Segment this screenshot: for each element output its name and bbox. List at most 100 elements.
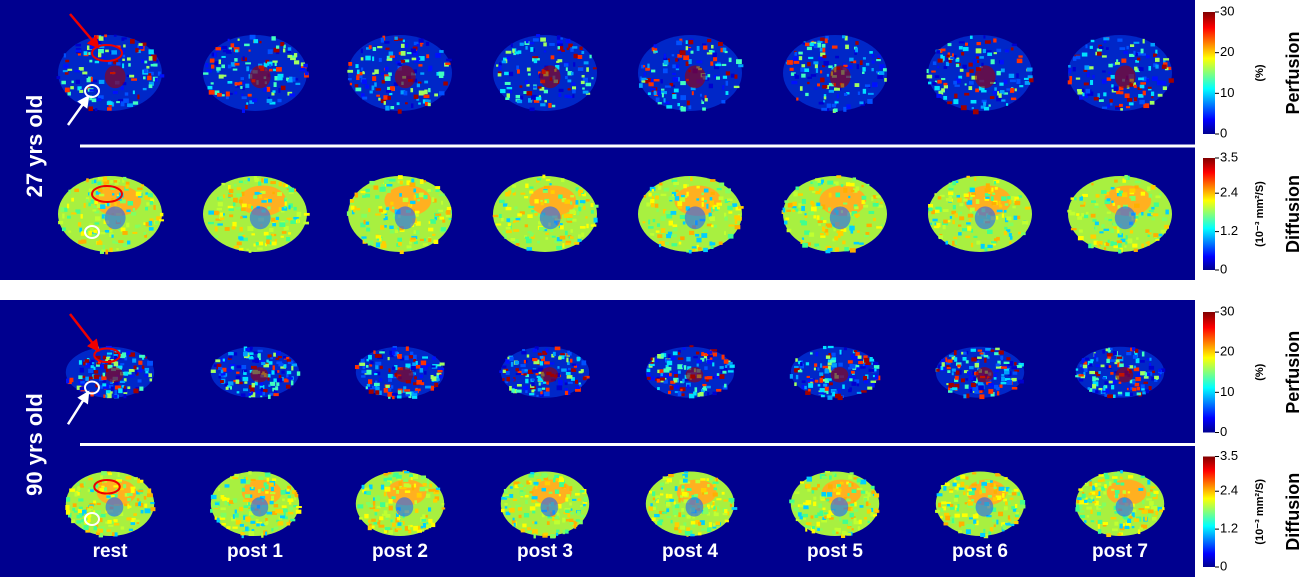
speckle <box>218 488 220 491</box>
speckle <box>123 98 129 102</box>
speckle <box>237 365 242 368</box>
speckle <box>575 386 580 389</box>
speckle <box>279 222 285 227</box>
speckle <box>252 98 257 102</box>
speckle <box>994 487 997 489</box>
colorbar-tick-label: 0 <box>1220 424 1227 439</box>
brain-core <box>830 206 851 229</box>
speckle <box>1134 42 1140 44</box>
speckle <box>810 43 815 47</box>
speckle <box>286 489 289 492</box>
speckle <box>794 507 799 511</box>
speckle <box>1111 187 1115 189</box>
speckle <box>964 93 969 96</box>
speckle <box>696 198 699 200</box>
speckle <box>996 363 1000 366</box>
speckle <box>1082 89 1085 92</box>
speckle <box>410 201 415 204</box>
speckle <box>1084 215 1088 218</box>
speckle <box>78 498 83 501</box>
speckle <box>420 179 424 184</box>
speckle <box>734 74 737 78</box>
speckle <box>259 194 262 198</box>
speckle <box>652 196 654 199</box>
speckle <box>667 516 672 518</box>
speckle <box>999 385 1002 388</box>
speckle <box>274 504 279 507</box>
speckle <box>238 39 240 41</box>
speckle <box>1149 386 1152 390</box>
speckle <box>706 204 708 209</box>
speckle <box>1134 185 1138 188</box>
speckle <box>397 102 400 105</box>
speckle <box>280 515 285 518</box>
speckle <box>71 519 75 523</box>
speckle <box>235 82 240 85</box>
speckle <box>159 219 164 221</box>
speckle <box>716 389 721 392</box>
speckle <box>1148 87 1152 89</box>
speckle <box>131 522 136 525</box>
speckle <box>828 346 834 348</box>
speckle <box>533 482 538 485</box>
speckle <box>377 46 382 48</box>
speckle <box>127 241 130 245</box>
speckle <box>1163 58 1169 60</box>
speckle <box>144 234 147 237</box>
speckle <box>650 233 654 236</box>
speckle <box>120 363 124 365</box>
speckle <box>1110 228 1114 233</box>
speckle <box>148 73 151 75</box>
speckle <box>1149 366 1154 370</box>
speckle <box>820 70 822 73</box>
speckle <box>947 367 951 369</box>
speckle <box>524 196 528 198</box>
speckle <box>112 193 114 195</box>
speckle <box>826 355 830 358</box>
speckle <box>530 47 533 52</box>
speckle <box>240 216 243 218</box>
speckle <box>829 90 834 93</box>
speckle <box>534 473 539 476</box>
speckle <box>585 216 587 218</box>
speckle <box>978 385 984 390</box>
speckle <box>794 369 797 371</box>
speckle <box>1102 377 1106 379</box>
speckle <box>692 246 697 248</box>
speckle <box>1108 219 1112 221</box>
speckle <box>728 211 732 213</box>
speckle <box>412 363 416 367</box>
speckle <box>812 490 815 493</box>
speckle <box>287 51 291 53</box>
speckle <box>1146 389 1149 393</box>
speckle <box>383 473 387 476</box>
speckle <box>1125 392 1130 396</box>
speckle <box>373 350 375 353</box>
speckle <box>525 46 527 50</box>
speckle <box>104 34 107 37</box>
speckle <box>1110 372 1113 375</box>
speckle <box>977 480 980 483</box>
speckle <box>366 370 371 375</box>
speckle <box>836 492 840 494</box>
speckle <box>1114 479 1117 482</box>
speckle <box>563 530 565 534</box>
speckle <box>258 181 261 185</box>
speckle <box>84 51 88 55</box>
speckle <box>256 519 259 522</box>
speckle <box>671 211 677 215</box>
speckle <box>961 378 965 382</box>
speckle <box>1126 235 1128 239</box>
speckle <box>280 42 283 46</box>
speckle <box>862 67 865 71</box>
speckle <box>869 211 875 214</box>
speckle <box>276 67 282 72</box>
speckle <box>1007 380 1012 385</box>
speckle <box>102 383 106 386</box>
speckle <box>820 233 824 235</box>
speckle <box>421 361 426 366</box>
speckle <box>1090 234 1096 238</box>
speckle <box>707 39 711 42</box>
speckle <box>1120 483 1124 486</box>
speckle <box>1147 480 1150 485</box>
